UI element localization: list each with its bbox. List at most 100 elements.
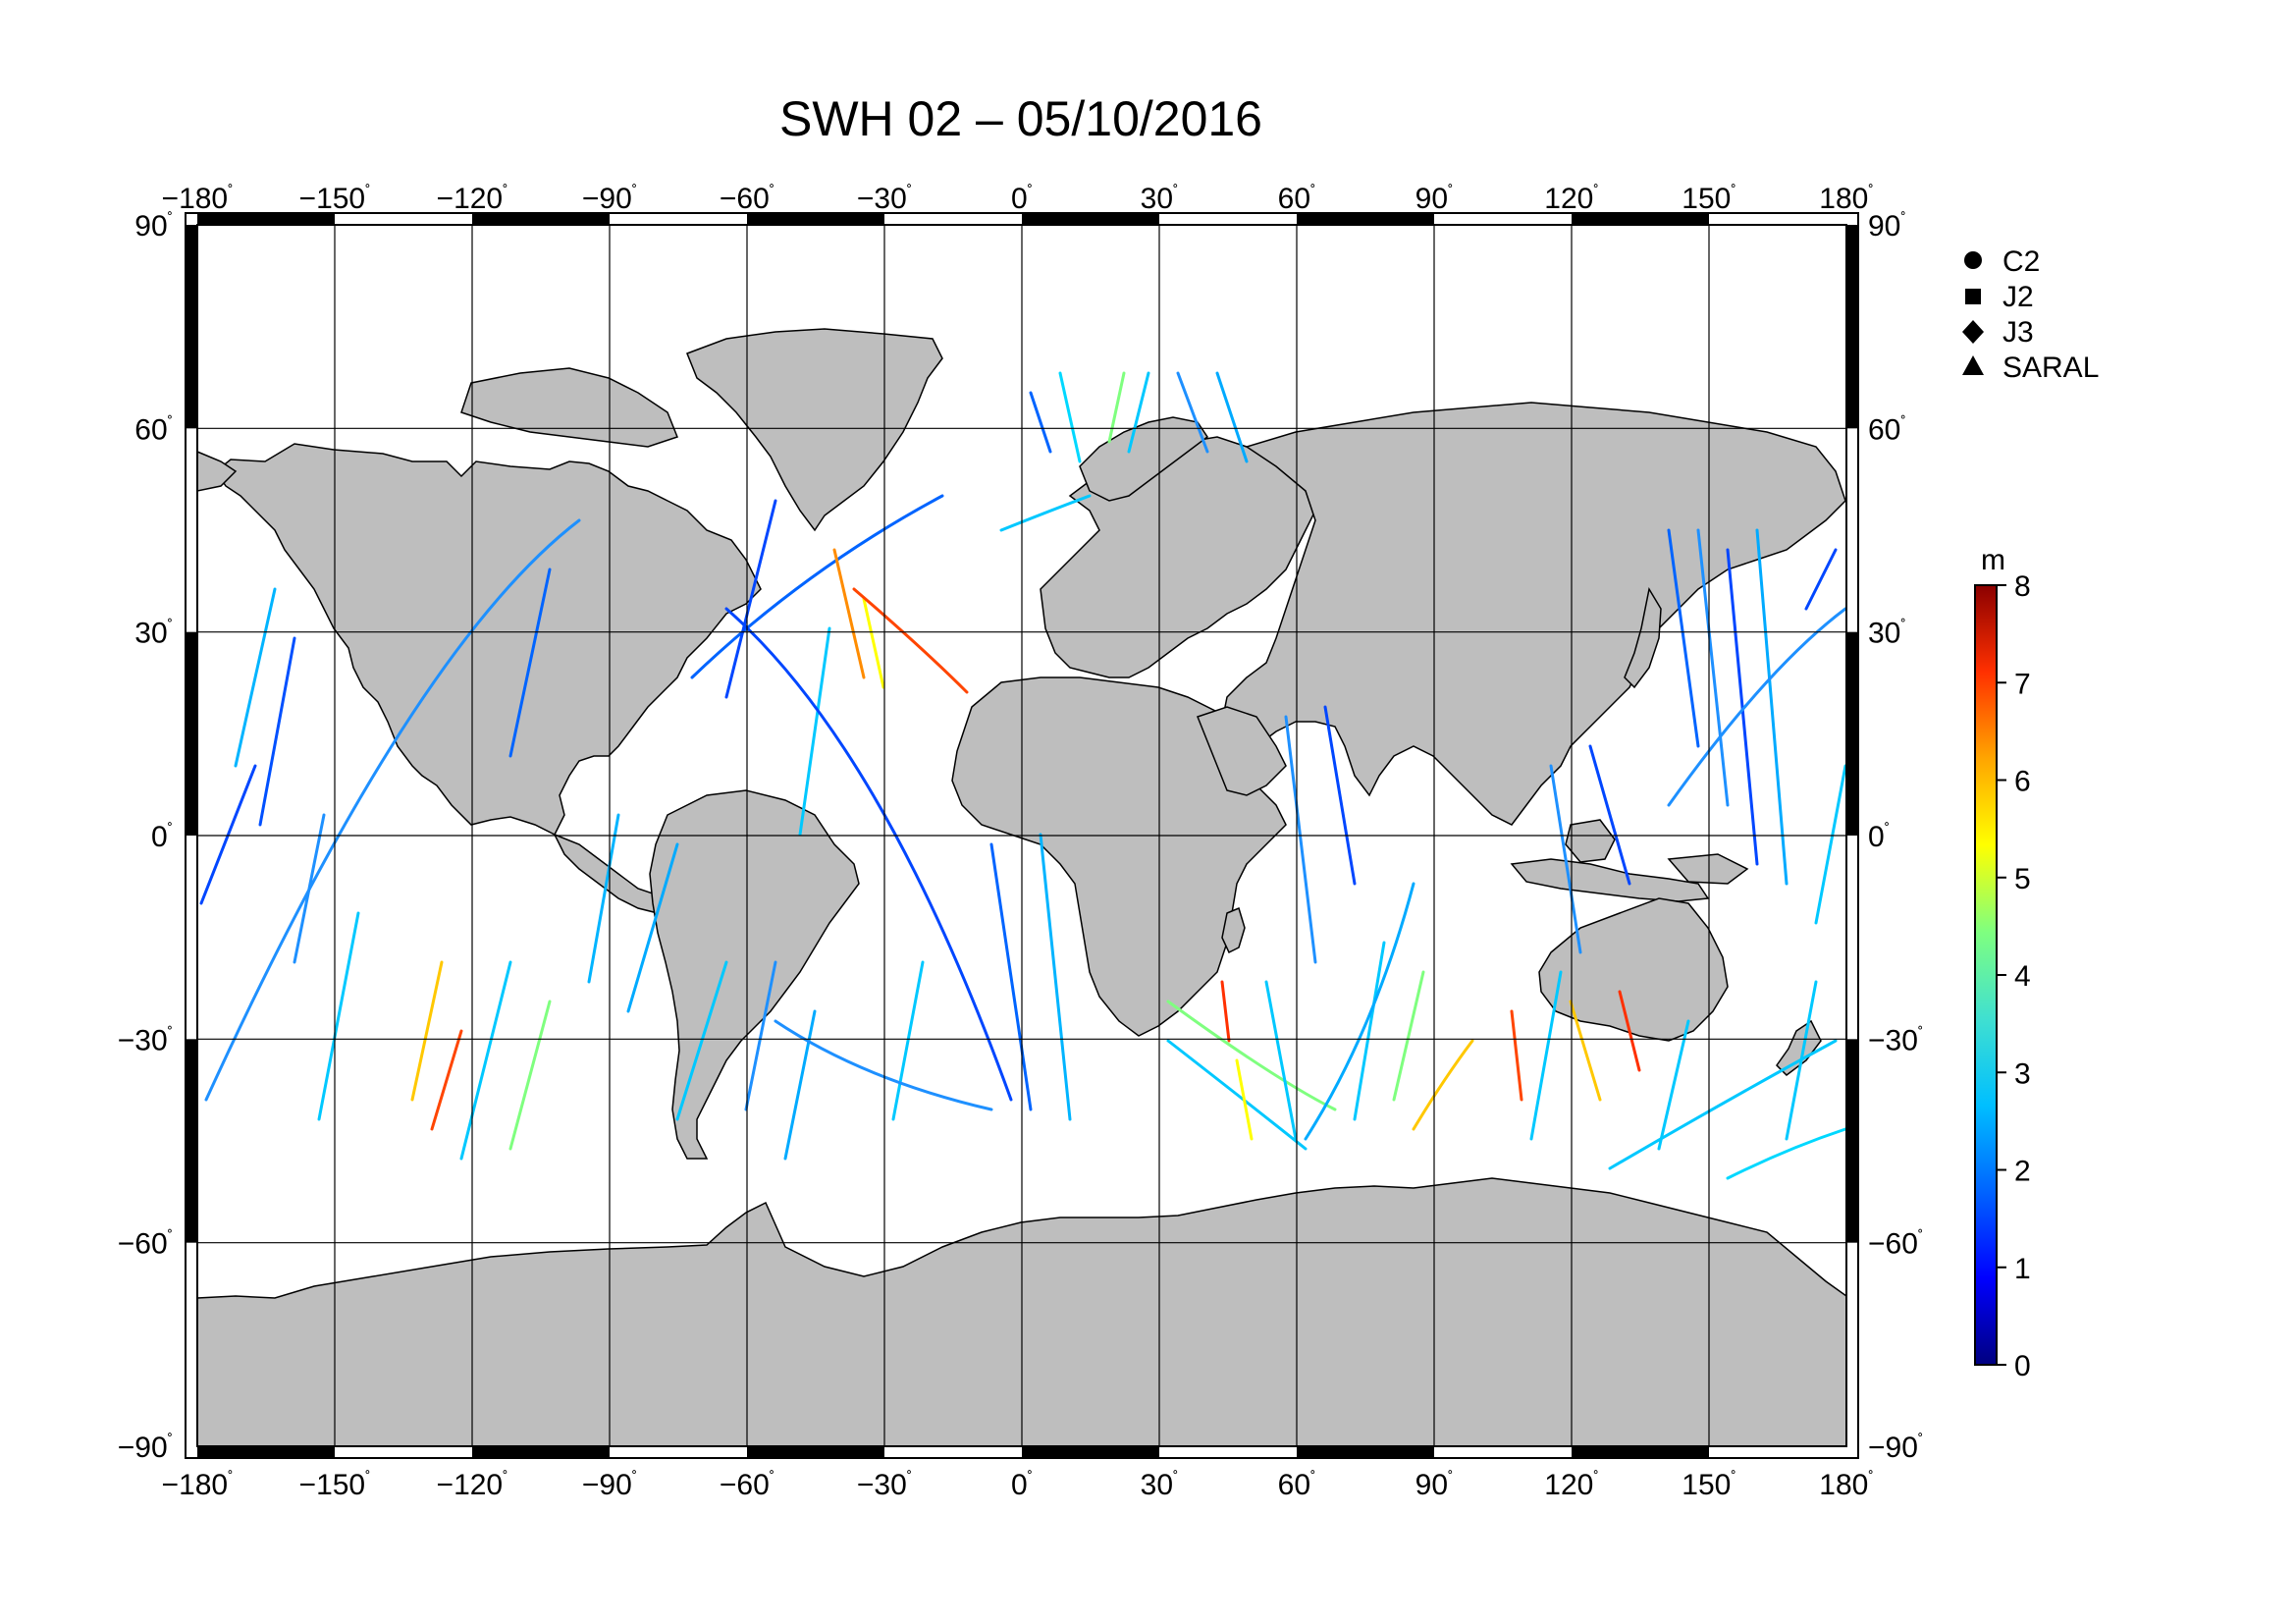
lon-tick-label-bottom: 60˚: [1278, 1469, 1316, 1501]
lat-tick-label-right: −90˚: [1868, 1432, 1923, 1464]
track: [1510, 1009, 1523, 1102]
border-segment: [747, 213, 884, 225]
lon-tick-label-top: −90˚: [582, 183, 637, 215]
arctic-islands: [460, 367, 678, 448]
south-america-landmass: [649, 789, 860, 1160]
lon-tick-label-top: −60˚: [720, 183, 774, 215]
track: [459, 960, 512, 1161]
track: [1220, 980, 1231, 1043]
lon-tick-label-bottom: 120˚: [1544, 1469, 1598, 1501]
border-segment: [1022, 1446, 1159, 1458]
borneo-landmass: [1565, 819, 1616, 863]
lon-tick-label-top: −30˚: [857, 183, 912, 215]
track: [204, 518, 581, 1102]
colorbar-unit: m: [1981, 544, 2005, 576]
track: [1323, 705, 1357, 886]
satellite-tracks: [199, 371, 1847, 1180]
track: [508, 568, 552, 758]
lon-tick-label-bottom: −30˚: [857, 1469, 912, 1501]
legend-triangle-marker: [1962, 355, 1984, 375]
track: [1215, 371, 1249, 463]
track: [832, 548, 866, 679]
legend-square-marker: [1965, 289, 1981, 304]
track: [1588, 744, 1631, 886]
lon-tick-label-bottom: 0˚: [1011, 1469, 1033, 1501]
track: [1726, 1127, 1847, 1180]
lon-tick-label-bottom: −180˚: [162, 1469, 234, 1501]
track: [989, 842, 1033, 1111]
track: [1166, 1000, 1337, 1111]
colorbar-tick-label: 0: [2014, 1350, 2031, 1382]
colorbar: [1974, 584, 1998, 1366]
track: [783, 1009, 817, 1161]
border-segment: [186, 1039, 197, 1243]
lon-tick-label-top: −150˚: [299, 183, 371, 215]
lat-tick-label-right: −60˚: [1868, 1228, 1923, 1261]
track: [587, 813, 620, 984]
track: [1264, 980, 1298, 1141]
track: [1127, 371, 1150, 454]
japan-landmass: [1624, 586, 1662, 689]
lon-tick-label-top: 30˚: [1141, 183, 1179, 215]
madagascar-landmass: [1221, 906, 1246, 954]
lon-tick-label-top: 60˚: [1278, 183, 1316, 215]
lon-tick-label-top: 0˚: [1011, 183, 1033, 215]
track: [430, 1029, 463, 1131]
track: [410, 960, 444, 1102]
border-segment: [747, 1446, 884, 1458]
track: [1176, 371, 1209, 454]
lat-tick-label-left: 30˚: [134, 618, 173, 650]
lon-tick-label-top: 120˚: [1544, 183, 1598, 215]
track: [1039, 833, 1072, 1121]
border-segment: [1297, 1446, 1434, 1458]
track: [1284, 715, 1317, 964]
track: [1529, 970, 1563, 1141]
track: [508, 1000, 552, 1151]
track: [234, 587, 277, 768]
lon-tick-label-bottom: 180˚: [1819, 1469, 1873, 1501]
track: [258, 636, 296, 827]
lat-tick-label-left: 60˚: [134, 413, 173, 446]
arabia-landmass: [1197, 706, 1287, 796]
track: [1618, 990, 1641, 1072]
lat-tick-label-right: 30˚: [1868, 618, 1906, 650]
border-segment: [197, 1446, 335, 1458]
track: [999, 494, 1092, 532]
track: [675, 960, 728, 1121]
track: [1304, 882, 1415, 1141]
lat-tick-label-right: 60˚: [1868, 413, 1906, 446]
track: [774, 1019, 993, 1111]
track: [1058, 371, 1082, 463]
track: [1667, 607, 1847, 807]
track: [1569, 1000, 1602, 1102]
track: [724, 607, 1013, 1102]
track: [798, 626, 831, 837]
legend-circle-marker: [1964, 251, 1982, 269]
indonesia-landmass: [1510, 858, 1710, 902]
colorbar-tick-label: 4: [2014, 960, 2031, 993]
border-segment: [186, 631, 197, 836]
track: [690, 494, 944, 679]
track: [1814, 764, 1847, 925]
asia-landmass: [1221, 402, 1846, 826]
colorbar-tick-label: 2: [2014, 1156, 2031, 1188]
lon-tick-label-bottom: 90˚: [1415, 1469, 1454, 1501]
track: [1726, 548, 1759, 866]
lon-tick-label-top: 90˚: [1415, 183, 1454, 215]
satellite-legend: C2 J2 J3 SARAL: [1962, 245, 2099, 384]
lat-tick-label-left: −30˚: [118, 1024, 173, 1056]
track: [1804, 548, 1838, 611]
colorbar-tick-label: 7: [2014, 668, 2031, 700]
lon-tick-label-top: −120˚: [437, 183, 508, 215]
track: [1657, 1019, 1690, 1151]
lon-tick-label-bottom: 30˚: [1141, 1469, 1179, 1501]
track: [1353, 941, 1386, 1121]
track: [1107, 371, 1126, 444]
track: [1235, 1058, 1254, 1141]
track: [891, 960, 925, 1121]
track: [724, 499, 777, 699]
border-segment: [472, 213, 610, 225]
lat-tick-label-right: −30˚: [1868, 1024, 1923, 1056]
border-segment: [186, 225, 197, 429]
lat-tick-label-left: 90˚: [134, 210, 173, 243]
